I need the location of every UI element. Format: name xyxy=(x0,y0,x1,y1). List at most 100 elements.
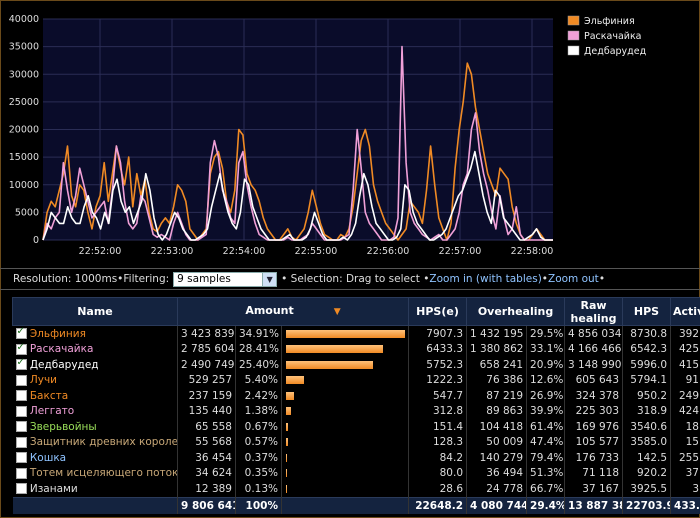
row-name[interactable]: Кошка xyxy=(29,451,67,464)
row-checkbox[interactable] xyxy=(15,405,27,417)
row-cell xyxy=(281,465,410,481)
row-overhealing: 1 380 862 xyxy=(466,341,528,357)
row-amount: 36 454 xyxy=(177,450,236,466)
row-hps: 142.5 xyxy=(622,450,672,466)
column-header-hps[interactable]: HPS xyxy=(622,297,672,326)
row-checkbox[interactable] xyxy=(15,374,27,386)
row-cell: Зверьвойны xyxy=(12,419,178,435)
row-raw-healing: 225 303 xyxy=(564,403,624,419)
row-cell xyxy=(281,341,410,357)
row-pct: 5.40% xyxy=(235,372,282,388)
row-cell xyxy=(281,403,410,419)
row-raw-healing: 176 733 xyxy=(564,450,624,466)
table-row[interactable]: Защитник древних королей 55 568 0.57% 128.3… xyxy=(12,434,700,450)
row-name[interactable]: Изанами xyxy=(29,482,78,495)
column-header-active[interactable]: Active xyxy=(670,297,700,326)
chevron-down-icon[interactable]: ▼ xyxy=(262,272,277,286)
row-amount: 2 785 604 xyxy=(177,341,236,357)
row-raw-healing: 4 166 466 xyxy=(564,341,624,357)
row-overhealing-pct: 26.9% xyxy=(526,388,566,404)
separator: • xyxy=(117,273,124,285)
row-checkbox[interactable] xyxy=(15,342,27,355)
row-name[interactable]: Защитник древних королей xyxy=(29,436,178,449)
y-tick-label: 0 xyxy=(33,235,39,246)
legend-label: Дедбарудед xyxy=(584,46,647,57)
row-hps: 318.9 xyxy=(622,403,672,419)
filtering-label: Filtering: xyxy=(123,273,170,285)
column-header-overhealing[interactable]: Overhealing xyxy=(466,297,566,326)
row-hps-e: 312.8 xyxy=(408,403,468,419)
row-cell: Кошка xyxy=(12,450,178,466)
table-row[interactable]: Изанами 12 389 0.13% 28.6 24 778 66.7% 37 167 3… xyxy=(12,481,700,497)
row-checkbox[interactable] xyxy=(15,357,27,371)
column-header-amount[interactable]: Amount ▼ xyxy=(176,297,410,326)
column-header-raw-healing[interactable]: Raw healing xyxy=(564,297,624,326)
row-overhealing: 89 863 xyxy=(466,403,528,419)
row-raw-healing: 169 976 xyxy=(564,419,624,435)
row-amount: 55 568 xyxy=(177,434,236,450)
row-name[interactable]: Дедбарудед xyxy=(29,358,99,371)
row-active: 3.2 xyxy=(670,481,700,497)
row-hps-e: 1222.3 xyxy=(408,372,468,388)
table-row[interactable]: Бакста 237 159 2.42% 547.7 87 219 26.9% 324 37… xyxy=(12,388,700,404)
row-pct: 28.41% xyxy=(235,341,282,357)
separator: • xyxy=(541,273,548,285)
row-name[interactable]: Леггато xyxy=(29,405,75,418)
row-hps: 8730.8 xyxy=(622,325,672,342)
row-checkbox[interactable] xyxy=(15,467,27,479)
row-hps-e: 547.7 xyxy=(408,388,468,404)
sort-desc-icon: ▼ xyxy=(333,307,341,317)
row-active: 424.8 xyxy=(670,403,700,419)
row-overhealing: 24 778 xyxy=(466,481,528,497)
row-name[interactable]: Эльфиния xyxy=(29,327,86,340)
amount-bar xyxy=(286,345,383,354)
row-hps-e: 6433.3 xyxy=(408,341,468,357)
row-pct: 0.13% xyxy=(235,481,282,497)
row-checkbox[interactable] xyxy=(15,436,27,448)
row-checkbox[interactable] xyxy=(15,421,27,433)
filtering-select[interactable]: 9 samples ▼ xyxy=(173,271,278,287)
row-checkbox[interactable] xyxy=(15,483,27,495)
row-name[interactable]: Раскачайка xyxy=(29,343,94,356)
row-name[interactable]: Лучи xyxy=(29,374,57,387)
x-tick-label: 22:56:00 xyxy=(367,246,410,257)
row-active: 37.6 xyxy=(670,465,700,481)
table-row[interactable]: Зверьвойны 65 558 0.67% 151.4 104 418 61.4% 16… xyxy=(12,419,700,435)
zoom-out-link[interactable]: Zoom out xyxy=(548,273,599,285)
row-hps-e: 28.6 xyxy=(408,481,468,497)
amount-bar xyxy=(286,329,406,338)
healing-table-container: Name Amount ▼ HPS(e) Overhealing Raw heal… xyxy=(12,297,700,518)
healing-timeline-chart[interactable]: 0 5000 10000 15000 20000 25000 30000 35000 40000… xyxy=(0,0,700,262)
table-row[interactable]: Леггато 135 440 1.38% 312.8 89 863 39.9% 225 3… xyxy=(12,403,700,419)
column-header-hps-e[interactable]: HPS(e) xyxy=(408,297,468,326)
x-tick-label: 22:52:00 xyxy=(79,246,122,257)
column-header-name[interactable]: Name xyxy=(12,297,178,326)
row-checkbox[interactable] xyxy=(15,452,27,464)
table-row[interactable]: Кошка 36 454 0.37% 84.2 140 279 79.4% 176 733 1… xyxy=(12,450,700,466)
total-amount: 9 806 641 xyxy=(177,496,236,514)
row-checkbox[interactable] xyxy=(15,390,27,402)
row-overhealing: 76 386 xyxy=(466,372,528,388)
x-tick-label: 22:53:00 xyxy=(151,246,194,257)
row-cell: Дедбарудед xyxy=(12,357,178,373)
row-name[interactable]: Бакста xyxy=(29,389,69,402)
row-pct: 25.40% xyxy=(235,357,282,373)
row-amount: 135 440 xyxy=(177,403,236,419)
resolution-label: Resolution: 1000ms xyxy=(13,273,118,285)
row-name[interactable]: Тотем исцеляющего потока xyxy=(29,467,178,480)
totals-row: 9 806 641 100% 22648.2 4 080 744 29.4% 1… xyxy=(12,496,700,514)
row-cell xyxy=(281,419,410,435)
row-name[interactable]: Зверьвойны xyxy=(29,420,97,433)
table-row[interactable]: Тотем исцеляющего потока 34 624 0.35% 80.0 3… xyxy=(12,465,700,481)
zoom-in-link[interactable]: Zoom in (with tables) xyxy=(429,273,542,285)
row-amount: 3 423 839 xyxy=(177,325,236,342)
row-overhealing-pct: 33.1% xyxy=(526,341,566,357)
table-row[interactable]: Лучи 529 257 5.40% 1222.3 76 386 12.6% 605 643… xyxy=(12,372,700,388)
row-cell: Лучи xyxy=(12,372,178,388)
row-checkbox[interactable] xyxy=(15,326,27,340)
row-overhealing-pct: 79.4% xyxy=(526,450,566,466)
